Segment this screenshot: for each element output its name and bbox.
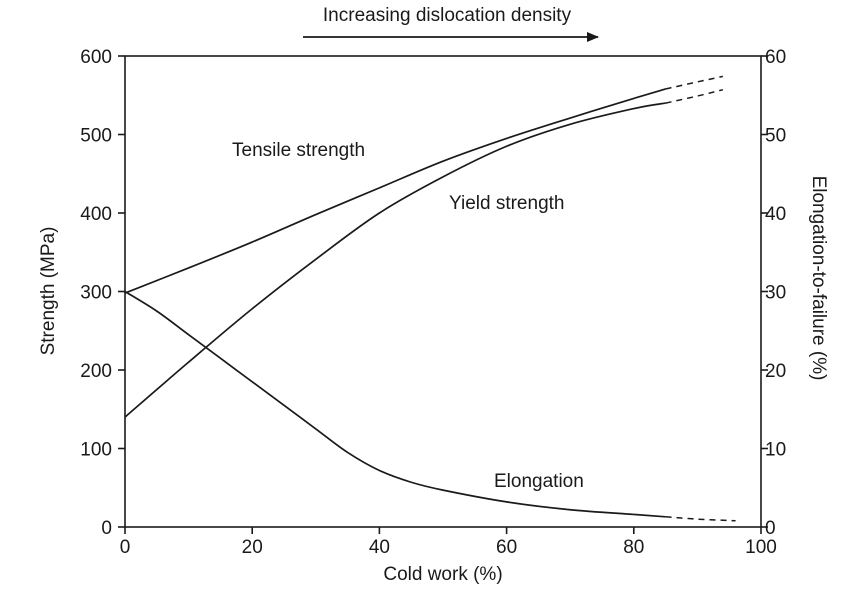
x-tick-label: 100 (745, 537, 777, 558)
plot-frame (124, 55, 762, 528)
y2-tick-label: 60 (765, 47, 786, 68)
y2-tick-label: 30 (765, 283, 786, 304)
y-tick-label: 300 (80, 283, 112, 304)
yield-strength-curve (124, 102, 666, 418)
elongation-extrapolation (665, 516, 736, 522)
yield-strength-extrapolation (665, 89, 724, 104)
yield-strength-label: Yield strength (449, 193, 564, 214)
y-tick-label: 100 (80, 440, 112, 461)
y-tick-label: 200 (80, 361, 112, 382)
y2-tick-label: 20 (765, 361, 786, 382)
elongation-curve (124, 290, 666, 518)
y-tick-label: 600 (80, 47, 112, 68)
y2-tick-label: 50 (765, 126, 786, 147)
x-tick-label: 80 (623, 537, 644, 558)
y2-tick-label: 40 (765, 204, 786, 225)
y2-tick-label: 0 (765, 518, 776, 539)
elongation-label: Elongation (494, 471, 584, 492)
y-tick-label: 500 (80, 126, 112, 147)
x-axis-title: Cold work (%) (383, 564, 502, 585)
header-label: Increasing dislocation density (323, 5, 572, 26)
tensile-strength-label: Tensile strength (232, 140, 365, 161)
y2-tick-label: 10 (765, 440, 786, 461)
y-tick-label: 400 (80, 204, 112, 225)
x-tick-label: 20 (242, 537, 263, 558)
y2-axis-title: Elongation-to-failure (%) (808, 176, 829, 381)
x-tick-label: 0 (120, 537, 131, 558)
y-axis-title: Strength (MPa) (38, 227, 59, 356)
curves-layer (124, 75, 736, 522)
ticks-layer: 0 20 40 60 80 1000100200300400500600010203040… (80, 47, 786, 558)
tensile-strength-extrapolation (665, 75, 723, 90)
x-tick-label: 60 (496, 537, 517, 558)
y-tick-label: 0 (101, 518, 112, 539)
tensile-strength-curve (124, 88, 666, 294)
x-tick-label: 40 (369, 537, 390, 558)
